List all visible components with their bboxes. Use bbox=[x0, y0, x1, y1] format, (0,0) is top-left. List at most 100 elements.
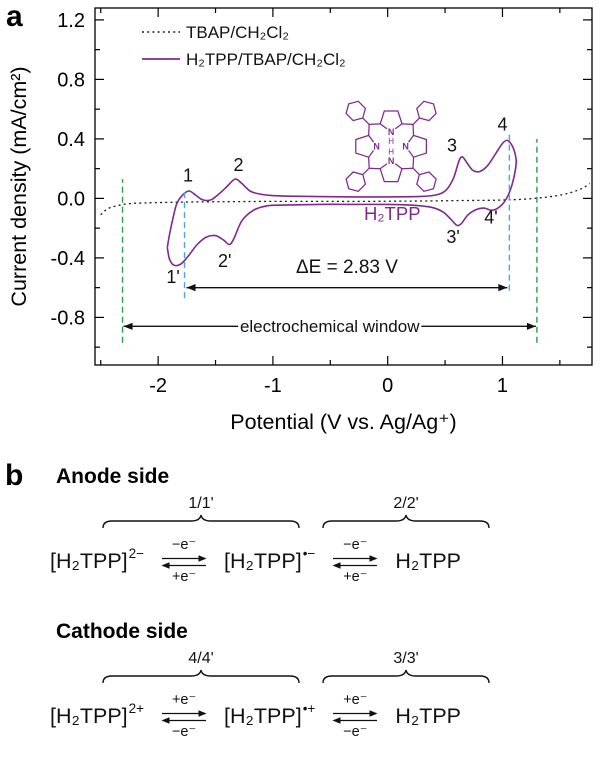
electron-label-bottom: −e⁻ bbox=[343, 723, 368, 740]
nitrogen-label: N bbox=[388, 156, 395, 166]
reverse-arrowhead bbox=[161, 717, 170, 724]
bond bbox=[412, 117, 420, 125]
peak-label-1p: 1' bbox=[166, 267, 179, 287]
panel-b: b Anode side 1/1' 2/2' [H₂TPP] 2− bbox=[0, 455, 600, 777]
equilibrium: +e⁻ −e⁻ bbox=[331, 691, 379, 741]
molecule-label: H₂TPP bbox=[364, 203, 421, 224]
species-base: [H₂TPP] bbox=[50, 704, 128, 729]
phenyl-ring bbox=[416, 171, 437, 192]
series-h2tpp bbox=[166, 139, 518, 267]
species-superscript: 2+ bbox=[128, 701, 145, 717]
overbrace-icon bbox=[322, 669, 490, 683]
y-tick-label: 0.4 bbox=[57, 129, 85, 151]
atom-mask bbox=[385, 126, 397, 137]
electron-label-top: +e⁻ bbox=[343, 691, 368, 708]
phenyl-ring bbox=[345, 100, 367, 122]
peak-label-3p: 3' bbox=[446, 227, 459, 247]
electron-label-top: −e⁻ bbox=[171, 537, 197, 553]
bond bbox=[402, 167, 414, 170]
overbrace-icon bbox=[102, 669, 300, 683]
cathode-section: Cathode side 4/4' 3/3' [H₂TPP] 2+ +e⁻ bbox=[46, 620, 600, 741]
panel-a: a -2 -1 0 1 -0.8 -0.4 0.0 0.4 0.8 1.2 Potential (V… bbox=[6, 0, 593, 434]
pyrrole-ring bbox=[404, 134, 428, 158]
forward-arrowhead bbox=[369, 555, 378, 562]
panel-b-label: b bbox=[5, 459, 24, 492]
cathode-reaction: [H₂TPP] 2+ +e⁻ −e⁻ [H₂TPP] •+ +e⁻ −e⁻ H₂TP… bbox=[50, 691, 600, 741]
anode-brace-row: 1/1' 2/2' bbox=[102, 495, 600, 529]
species-base: H₂TPP bbox=[395, 549, 461, 574]
electron-label-top: +e⁻ bbox=[171, 691, 197, 708]
couple-label: 2/2' bbox=[393, 495, 419, 512]
bond bbox=[412, 124, 415, 136]
equilibrium-arrows-icon bbox=[161, 710, 207, 724]
y-tick-label: 0.8 bbox=[57, 69, 85, 91]
pyrrole-ring bbox=[355, 134, 378, 158]
cathode-heading: Cathode side bbox=[56, 619, 188, 643]
x-tick-label: -1 bbox=[264, 375, 282, 397]
species: H₂TPP bbox=[395, 704, 462, 729]
delta-e-label: ΔE = 2.83 V bbox=[296, 257, 398, 278]
brace-path bbox=[102, 669, 300, 683]
bond bbox=[368, 124, 370, 136]
legend-item: H₂TPP/TBAP/CH₂Cl₂ bbox=[142, 50, 346, 69]
reverse-arrowhead bbox=[161, 562, 170, 569]
species-base: [H₂TPP] bbox=[224, 704, 302, 729]
bond bbox=[362, 167, 370, 176]
bond bbox=[368, 157, 370, 169]
window-label: electrochemical window bbox=[240, 317, 420, 336]
electron-label-top: −e⁻ bbox=[343, 537, 368, 553]
x-axis-title: Potential (V vs. Ag/Ag⁺) bbox=[230, 410, 456, 434]
couple-4-4-group: 4/4' bbox=[102, 650, 300, 684]
species: [H₂TPP] 2− bbox=[50, 546, 145, 574]
plot-frame bbox=[94, 7, 593, 366]
atom-mask bbox=[400, 141, 411, 152]
peak-label-4: 4 bbox=[497, 115, 507, 135]
electron-label-bottom: +e⁻ bbox=[343, 568, 368, 585]
forward-arrowhead bbox=[198, 555, 207, 562]
cathode-brace-row: 4/4' 3/3' bbox=[102, 650, 600, 684]
couple-1-1-group: 1/1' bbox=[102, 495, 300, 529]
atom-mask bbox=[387, 137, 396, 146]
chart-series bbox=[100, 139, 591, 267]
equilibrium: +e⁻ −e⁻ bbox=[160, 691, 208, 741]
peak-label-1: 1 bbox=[183, 165, 193, 185]
forward-arrowhead bbox=[198, 710, 207, 717]
peak-label-3: 3 bbox=[447, 136, 457, 156]
y-axis-title: Current density (mA/cm²) bbox=[7, 66, 31, 306]
chart-vlines bbox=[121, 134, 538, 343]
hydrogen-label: H bbox=[388, 147, 394, 156]
couple-label: 1/1' bbox=[188, 495, 214, 512]
overbrace-icon bbox=[322, 514, 490, 529]
x-tick-label: 1 bbox=[497, 375, 508, 397]
bond bbox=[369, 167, 381, 170]
window-arrow-left bbox=[123, 322, 239, 330]
bond bbox=[412, 167, 420, 176]
species-superscript: 2− bbox=[128, 546, 145, 562]
nitrogen-label: N bbox=[373, 142, 380, 152]
legend-label: TBAP/CH₂Cl₂ bbox=[186, 23, 289, 42]
x-tick-label: -2 bbox=[149, 375, 167, 397]
hydrogen-label: H bbox=[388, 137, 394, 146]
species-base: [H₂TPP] bbox=[50, 549, 128, 574]
y-tick-label: -0.8 bbox=[51, 307, 85, 329]
couple-2-2-group: 2/2' bbox=[322, 495, 490, 529]
equilibrium-arrows-icon bbox=[161, 555, 207, 569]
y-tick-label: 0.0 bbox=[57, 188, 85, 210]
chart-legend: TBAP/CH₂Cl₂ H₂TPP/TBAP/CH₂Cl₂ bbox=[142, 23, 346, 69]
anode-heading: Anode side bbox=[56, 465, 170, 488]
species: [H₂TPP] •+ bbox=[224, 702, 315, 729]
atom-mask bbox=[371, 141, 382, 152]
forward-arrowhead bbox=[369, 710, 378, 717]
bond bbox=[369, 123, 381, 126]
bond bbox=[362, 117, 370, 125]
couple-3-3-group: 3/3' bbox=[322, 650, 490, 684]
couple-label: 3/3' bbox=[393, 649, 419, 667]
species-base: H₂TPP bbox=[395, 704, 461, 729]
peak-label-2p: 2' bbox=[218, 251, 231, 271]
chart-axes: -2 -1 0 1 -0.8 -0.4 0.0 0.4 0.8 1.2 Potential (V v… bbox=[7, 7, 593, 434]
nitrogen-label: N bbox=[388, 127, 395, 137]
x-tick-label: 0 bbox=[382, 375, 393, 397]
legend-label: H₂TPP/TBAP/CH₂Cl₂ bbox=[186, 50, 346, 69]
